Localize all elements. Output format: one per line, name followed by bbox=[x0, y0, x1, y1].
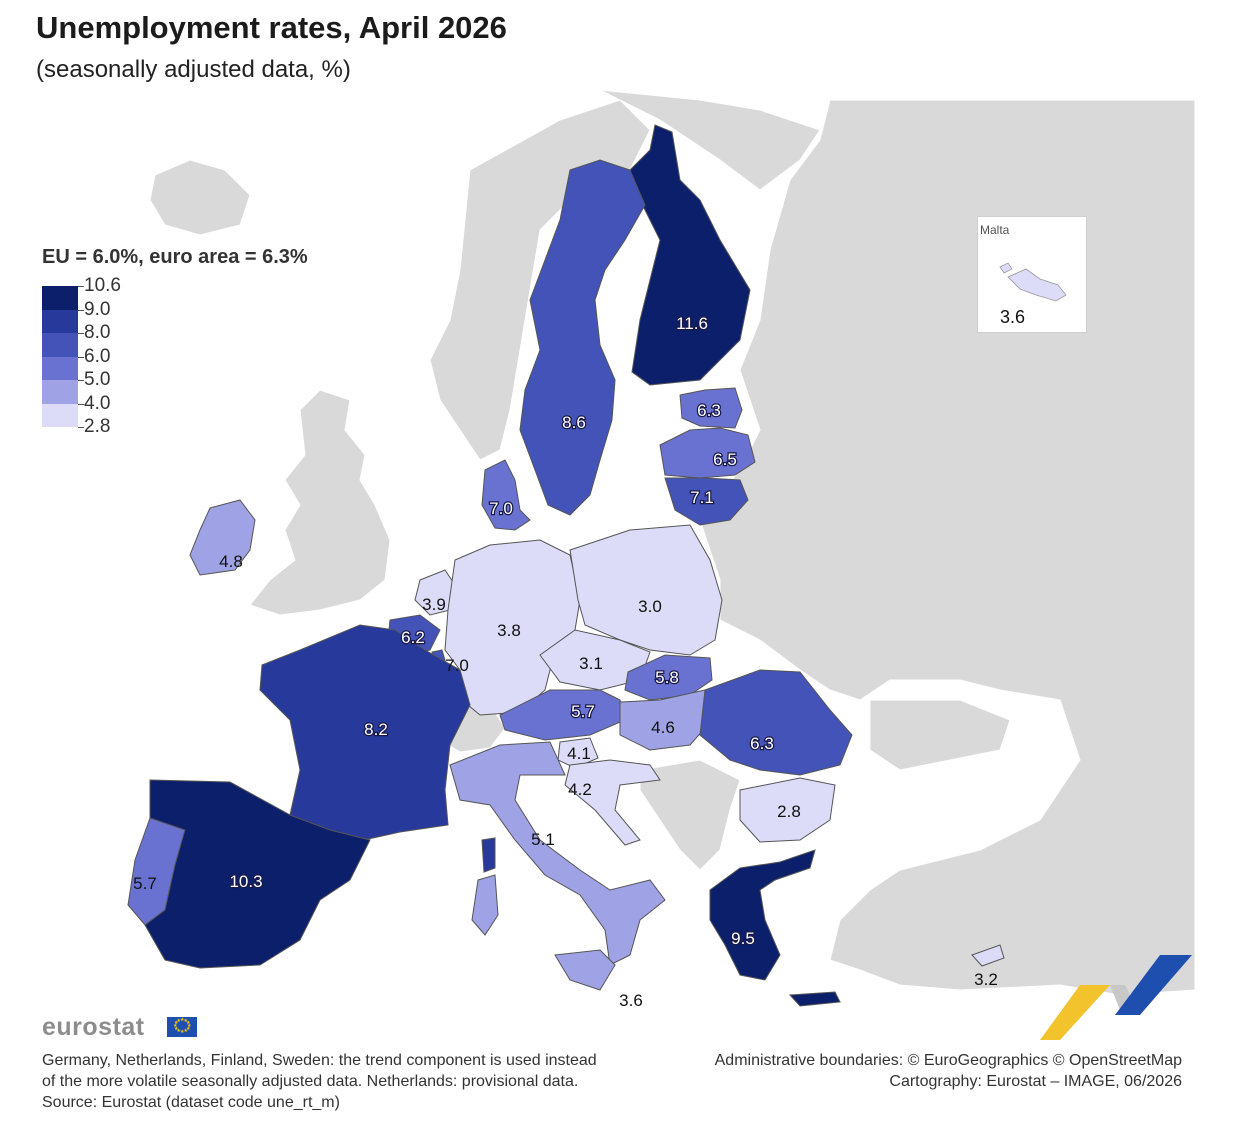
region-lithuania[interactable] bbox=[664, 477, 749, 526]
flag-star-icon: ★ bbox=[173, 1023, 178, 1029]
label-estonia: 6.3 bbox=[697, 401, 721, 420]
label-finland: 11.6 bbox=[676, 314, 708, 333]
source-text: Source: Eurostat (dataset code une_rt_m) bbox=[42, 1094, 340, 1111]
label-spain: 10.3 bbox=[229, 872, 262, 891]
region-corsica[interactable] bbox=[481, 837, 496, 873]
label-croatia: 4.2 bbox=[568, 780, 592, 799]
region-denmark[interactable] bbox=[481, 459, 531, 531]
credits: Administrative boundaries: © EuroGeograp… bbox=[715, 1050, 1182, 1092]
label-slovenia: 4.1 bbox=[567, 744, 591, 763]
legend-swatch bbox=[42, 356, 78, 380]
legend-tick bbox=[78, 286, 84, 287]
eu-countries bbox=[127, 124, 1005, 1007]
label-malta: 3.6 bbox=[619, 991, 643, 1010]
label-latvia: 6.5 bbox=[713, 450, 737, 469]
flag-star-icon: ★ bbox=[186, 1020, 191, 1026]
label-italy: 5.1 bbox=[531, 830, 555, 849]
legend-tick bbox=[78, 380, 84, 381]
label-ireland: 4.8 bbox=[219, 552, 243, 571]
corner-logo bbox=[1040, 955, 1192, 1040]
flag-star-icon: ★ bbox=[176, 1017, 181, 1024]
region-italy[interactable] bbox=[449, 741, 666, 966]
legend-label: 9.0 bbox=[84, 298, 111, 320]
legend-label: 10.6 bbox=[84, 275, 121, 296]
legend-title: EU = 6.0%, euro area = 6.3% bbox=[42, 246, 308, 268]
credits-line-1: Administrative boundaries: © EuroGeograp… bbox=[714, 1052, 1182, 1069]
legend-tick bbox=[78, 333, 84, 334]
region-estonia[interactable] bbox=[679, 387, 743, 429]
malta-inset: Malta 3.6 bbox=[977, 216, 1087, 333]
region-bulgaria[interactable] bbox=[739, 777, 836, 843]
label-france: 8.2 bbox=[364, 720, 388, 739]
legend-swatch bbox=[42, 333, 78, 357]
region-cyprus[interactable] bbox=[971, 944, 1005, 967]
label-germany: 3.8 bbox=[497, 621, 521, 640]
flag-star-icon: ★ bbox=[187, 1023, 192, 1029]
flag-star-icon: ★ bbox=[183, 1028, 188, 1035]
legend-tick bbox=[78, 356, 84, 358]
legend-swatch bbox=[42, 309, 78, 333]
label-poland: 3.0 bbox=[638, 597, 662, 616]
legend-label: 6.0 bbox=[84, 345, 111, 367]
label-slovakia: 5.8 bbox=[655, 668, 679, 687]
label-lithuania: 7.1 bbox=[690, 488, 714, 507]
flag-star-icon: ★ bbox=[180, 1029, 185, 1035]
label-belgium: 6.2 bbox=[401, 628, 425, 647]
flag-star-icon: ★ bbox=[180, 1017, 185, 1023]
region-croatia[interactable] bbox=[564, 759, 661, 846]
flag-star-icon: ★ bbox=[183, 1017, 188, 1024]
flag-star-icon: ★ bbox=[173, 1026, 179, 1032]
region-sardinia[interactable] bbox=[471, 874, 499, 936]
map-title: Unemployment rates, April 2026 bbox=[36, 10, 507, 45]
inset-title: Malta bbox=[980, 223, 1010, 237]
label-greece: 9.5 bbox=[731, 929, 755, 948]
legend-tick bbox=[78, 403, 84, 405]
label-hungary: 4.6 bbox=[651, 718, 675, 737]
label-bulgaria: 2.8 bbox=[777, 802, 801, 821]
legend-label: 8.0 bbox=[84, 322, 111, 343]
malta-shape bbox=[999, 262, 1067, 302]
credits-line-2: Cartography: Eurostat – IMAGE, 06/2026 bbox=[889, 1073, 1182, 1090]
map-subtitle: (seasonally adjusted data, %) bbox=[36, 56, 351, 83]
label-austria: 5.7 bbox=[571, 702, 595, 721]
region-slovakia[interactable] bbox=[624, 654, 713, 701]
flag-star-icon: ★ bbox=[173, 1020, 179, 1026]
label-netherlands: 3.9 bbox=[422, 595, 446, 614]
legend-tick bbox=[78, 309, 84, 311]
region-latvia[interactable] bbox=[659, 427, 756, 479]
legend-tick bbox=[78, 427, 84, 428]
label-denmark: 7.0 bbox=[489, 499, 513, 518]
flag-star-icon: ★ bbox=[176, 1028, 181, 1035]
notes-text: Germany, Netherlands, Finland, Sweden: t… bbox=[42, 1052, 597, 1090]
eurostat-logo: eurostat bbox=[42, 1013, 145, 1041]
region-poland[interactable] bbox=[569, 524, 723, 656]
label-czechia: 3.1 bbox=[579, 654, 603, 673]
legend-label: 5.0 bbox=[84, 369, 111, 390]
region-romania[interactable] bbox=[699, 669, 853, 776]
label-luxembourg: 7.0 bbox=[445, 656, 469, 675]
region-greece[interactable] bbox=[709, 849, 816, 981]
label-cyprus: 3.2 bbox=[974, 970, 998, 989]
region-germany[interactable] bbox=[444, 539, 581, 716]
legend-swatch bbox=[42, 286, 78, 310]
label-romania: 6.3 bbox=[750, 734, 774, 753]
region-ireland[interactable] bbox=[189, 499, 256, 576]
footnotes: Germany, Netherlands, Finland, Sweden: t… bbox=[42, 1050, 612, 1113]
flag-star-icon: ★ bbox=[186, 1026, 191, 1032]
region-france[interactable] bbox=[259, 624, 471, 843]
region-spain[interactable] bbox=[144, 779, 371, 969]
inset-value: 3.6 bbox=[1000, 307, 1026, 327]
label-sweden: 8.6 bbox=[562, 413, 586, 432]
legend-label: 2.8 bbox=[84, 416, 111, 437]
legend-swatch bbox=[42, 380, 78, 404]
region-crete[interactable] bbox=[788, 991, 841, 1007]
legend-label: 4.0 bbox=[84, 392, 111, 414]
region-sweden[interactable] bbox=[519, 159, 646, 516]
eu-flag-icon: ★ ★ ★ ★ ★ ★ ★ ★ ★ ★ ★ ★ bbox=[167, 1017, 197, 1037]
value-labels: 11.6 8.6 6.3 6.5 7.1 7.0 4.8 3.9 6.2 7.0… bbox=[133, 313, 998, 1010]
region-sicily[interactable] bbox=[554, 949, 616, 991]
legend-swatch bbox=[42, 403, 78, 427]
europe-map: 11.6 8.6 6.3 6.5 7.1 7.0 4.8 3.9 6.2 7.0… bbox=[127, 89, 1196, 1040]
label-portugal: 5.7 bbox=[133, 874, 157, 893]
